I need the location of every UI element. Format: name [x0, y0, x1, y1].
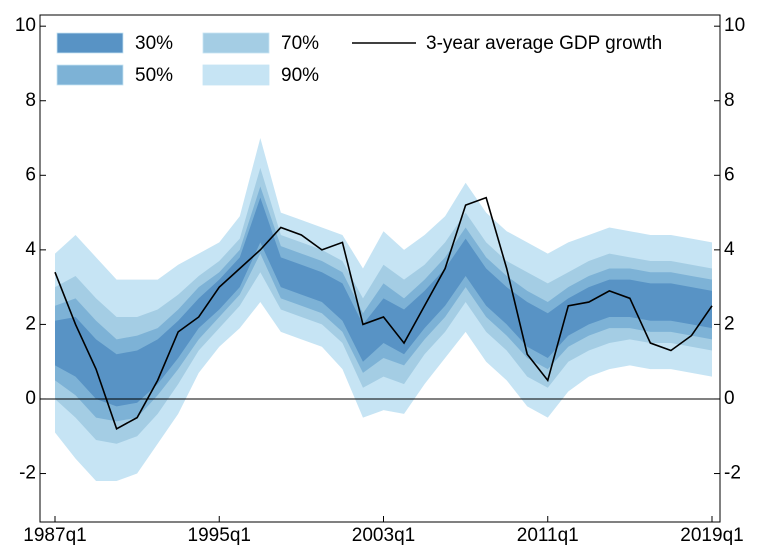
legend-swatch	[202, 64, 270, 86]
y-tick-label: 8	[25, 90, 36, 111]
y-tick-label: 10	[15, 15, 36, 36]
legend-swatch	[202, 32, 270, 54]
y-tick-label: 4	[25, 239, 36, 260]
legend-label: 90%	[281, 65, 319, 86]
legend-swatch	[56, 64, 124, 86]
y2-tick-label: 2	[724, 313, 735, 334]
gdp-line	[54, 196, 713, 430]
y2-tick-label: 6	[724, 164, 735, 185]
y-tick-label: 6	[25, 164, 36, 185]
plot-frame	[39, 14, 721, 523]
legend-label: 70%	[281, 33, 319, 54]
fan-band	[55, 197, 712, 407]
y2-tick-label: 10	[724, 15, 745, 36]
x-tick-label: 1987q1	[23, 525, 86, 546]
y2-tick-label: 0	[724, 388, 735, 409]
y2-tick-label: -2	[724, 463, 741, 484]
y-tick-label: 2	[25, 313, 36, 334]
x-tick-label: 2003q1	[352, 525, 415, 546]
legend-label: 50%	[135, 65, 173, 86]
x-tick-label: 1995q1	[188, 525, 251, 546]
legend-label: 3-year average GDP growth	[426, 33, 662, 54]
x-tick-label: 2011q1	[517, 525, 579, 546]
y2-tick-label: 8	[724, 90, 735, 111]
legend-swatch	[56, 32, 124, 54]
x-tick-label: 2019q1	[680, 525, 743, 546]
y-tick-label: 0	[25, 388, 36, 409]
legend-label: 30%	[135, 33, 173, 54]
y-tick-label: -2	[19, 463, 36, 484]
y2-tick-label: 4	[724, 239, 735, 260]
